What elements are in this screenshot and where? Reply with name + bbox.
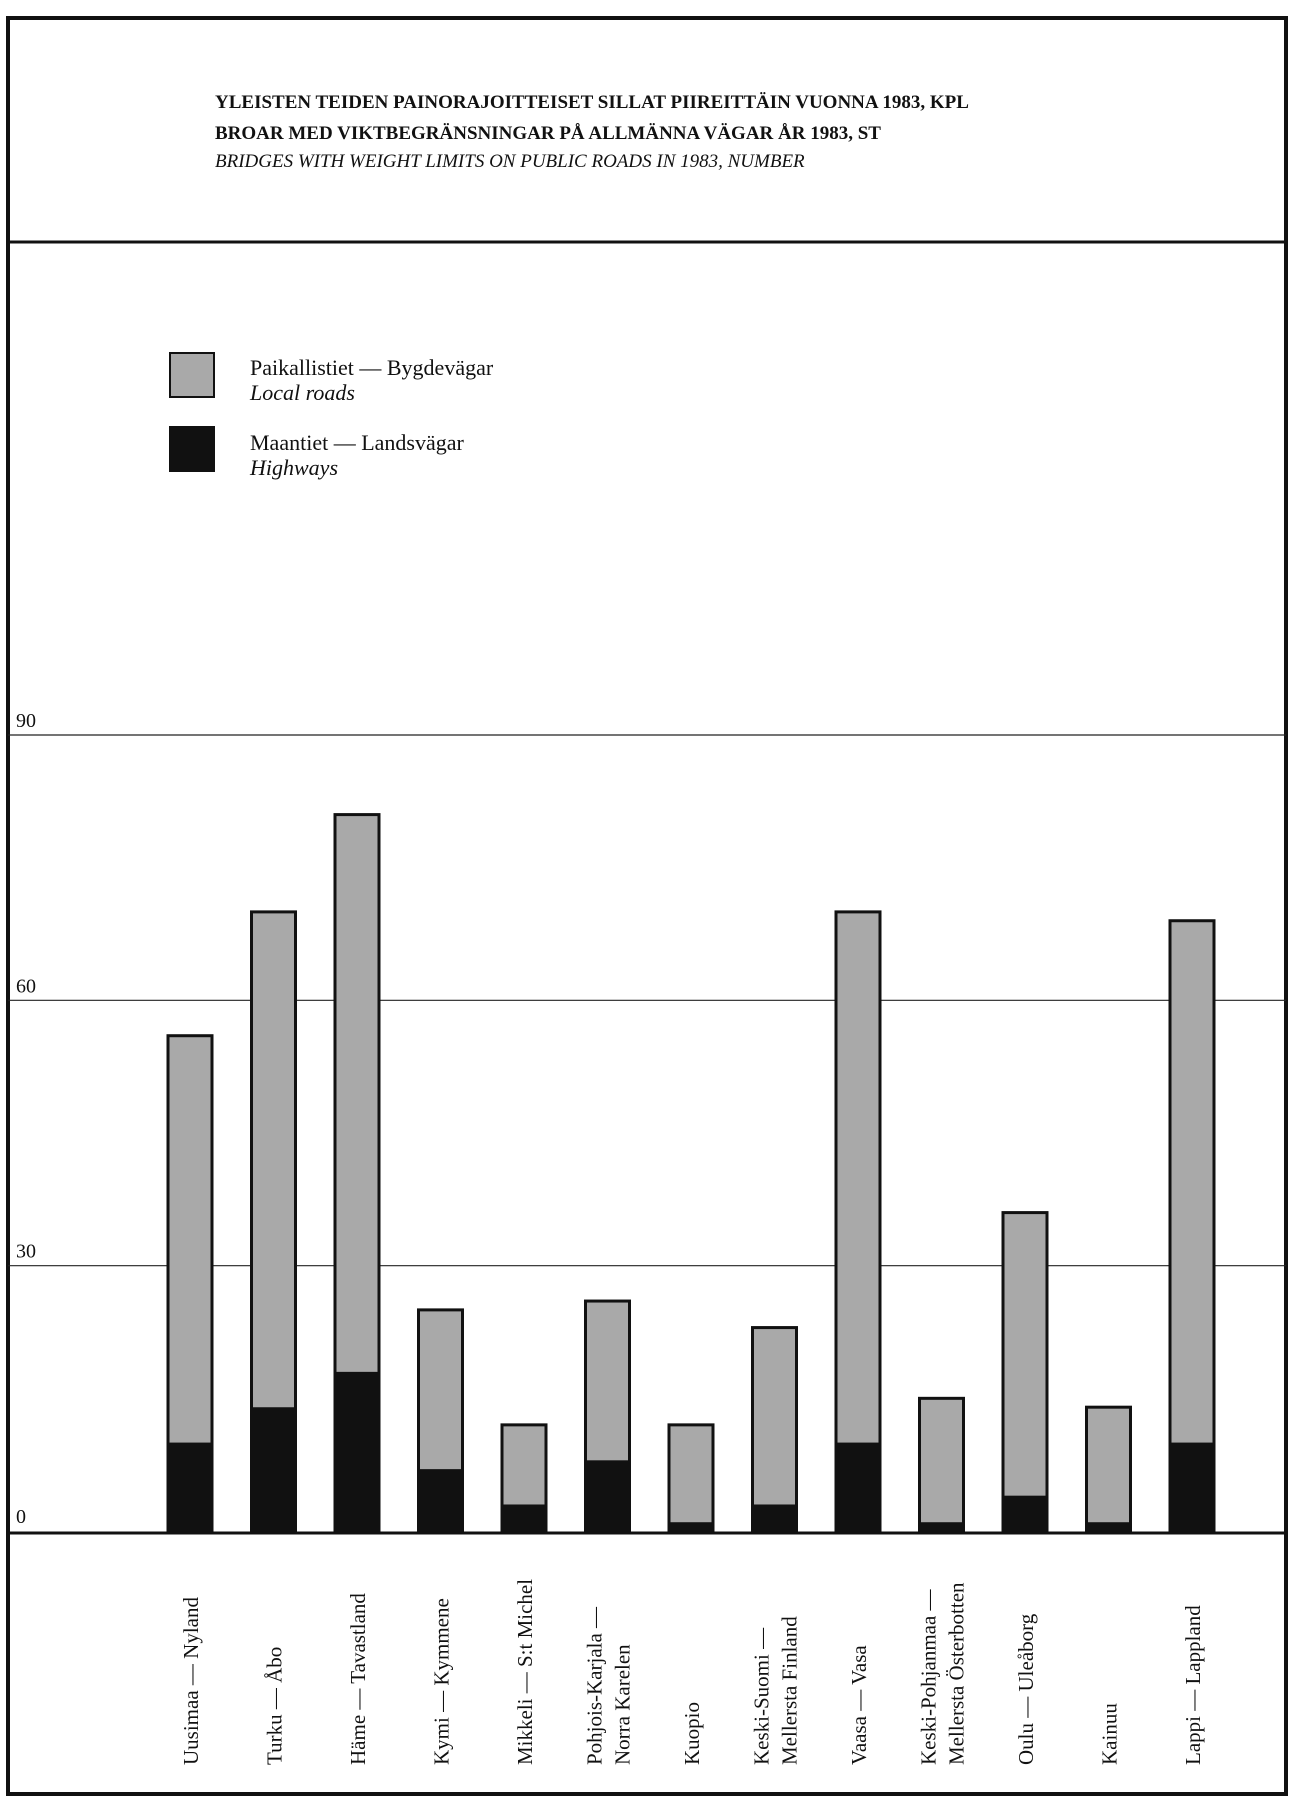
bar-outline bbox=[751, 1326, 798, 1533]
bar-highways bbox=[752, 1504, 797, 1531]
category-labels: Uusimaa — Nyland Turku — Åbo Häme — Tavast… bbox=[179, 1579, 1205, 1765]
category-label: Mikkeli — S:t Michel bbox=[513, 1579, 537, 1765]
bar-outline bbox=[667, 1423, 715, 1533]
bar-outline bbox=[918, 1396, 965, 1533]
chart-subtitle-en: BRIDGES WITH WEIGHT LIMITS ON PUBLIC ROA… bbox=[215, 151, 805, 172]
y-tick-label: 90 bbox=[16, 710, 36, 732]
bar-local-roads bbox=[1003, 1212, 1047, 1496]
bar-highways bbox=[1170, 1442, 1214, 1531]
legend-swatch-highways bbox=[169, 426, 215, 472]
bar-highways bbox=[836, 1442, 880, 1531]
bar-local-roads bbox=[919, 1398, 964, 1523]
legend-swatch-local-roads bbox=[169, 352, 215, 398]
bar-highways bbox=[1086, 1522, 1131, 1531]
bar-outline bbox=[250, 910, 297, 1533]
gridlines bbox=[8, 734, 1286, 1267]
bar-highways bbox=[919, 1522, 964, 1531]
bar-outline bbox=[1001, 1211, 1049, 1533]
bars bbox=[166, 813, 1216, 1533]
category-label: Vaasa — Vasa bbox=[847, 1645, 871, 1765]
y-tick-label: 0 bbox=[16, 1506, 26, 1528]
chart-title: YLEISTEN TEIDEN PAINORAJOITTEISET SILLAT… bbox=[215, 92, 969, 113]
bar-local-roads bbox=[752, 1327, 797, 1505]
legend: Paikallistiet — Bygdevägar Local roads M… bbox=[169, 352, 494, 480]
bar-outline bbox=[584, 1299, 631, 1533]
category-label: Keski-Suomi — bbox=[750, 1627, 774, 1765]
legend-label-highways: Maantiet — Landsvägar bbox=[250, 430, 464, 455]
bar-outline bbox=[333, 813, 381, 1533]
bar-local-roads bbox=[251, 911, 296, 1408]
bar-local-roads bbox=[669, 1424, 713, 1523]
category-label: Keski-Pohjanmaa — bbox=[917, 1588, 941, 1765]
category-label: Oulu — Uleåborg bbox=[1014, 1613, 1038, 1765]
category-label: Uusimaa — Nyland bbox=[179, 1597, 203, 1765]
category-label: Kuopio bbox=[680, 1702, 704, 1765]
category-label: Turku — Åbo bbox=[263, 1647, 287, 1765]
category-label: Mellersta Österbotten bbox=[945, 1582, 969, 1765]
bar-highways bbox=[418, 1469, 463, 1531]
bar-highways bbox=[251, 1407, 296, 1531]
outer-frame bbox=[6, 16, 1288, 1796]
category-label: Pohjois-Karjala — bbox=[583, 1606, 607, 1765]
y-tick-label: 60 bbox=[16, 975, 36, 997]
bar-outline bbox=[417, 1308, 464, 1533]
bar-highways bbox=[335, 1371, 379, 1531]
category-label: Häme — Tavastland bbox=[346, 1593, 370, 1765]
legend-label-highways-en: Highways bbox=[249, 455, 338, 480]
bar-local-roads bbox=[1086, 1407, 1131, 1523]
bar-local-roads bbox=[585, 1301, 630, 1461]
bar-highways bbox=[669, 1522, 713, 1531]
bar-local-roads bbox=[836, 911, 880, 1443]
y-axis-ticks: 0 30 60 90 bbox=[16, 710, 36, 1528]
bar-outline bbox=[1085, 1405, 1132, 1533]
bar-local-roads bbox=[1170, 920, 1214, 1443]
legend-label-local-roads: Paikallistiet — Bygdevägar bbox=[250, 355, 494, 380]
legend-label-local-roads-en: Local roads bbox=[249, 380, 355, 405]
y-tick-label: 30 bbox=[16, 1241, 36, 1263]
bar-highways bbox=[585, 1460, 630, 1531]
category-label: Norra Karelen bbox=[611, 1644, 635, 1765]
bar-highways bbox=[168, 1442, 212, 1531]
category-label: Kainuu bbox=[1098, 1703, 1122, 1765]
bar-outline bbox=[166, 1034, 214, 1533]
bar-outline bbox=[1168, 919, 1216, 1533]
bar-outline bbox=[834, 910, 882, 1533]
bar-local-roads bbox=[502, 1424, 546, 1505]
bar-highways bbox=[1003, 1495, 1047, 1531]
bar-highways bbox=[502, 1504, 546, 1531]
category-label: Mellersta Finland bbox=[778, 1616, 802, 1765]
bar-outline bbox=[500, 1423, 548, 1533]
category-label: Lappi — Lappland bbox=[1181, 1605, 1205, 1765]
bar-local-roads bbox=[418, 1309, 463, 1470]
category-label: Kymi — Kymmene bbox=[430, 1598, 454, 1765]
bar-local-roads bbox=[168, 1035, 212, 1443]
bar-local-roads bbox=[335, 814, 379, 1372]
chart-subtitle-sv: BROAR MED VIKTBEGRÄNSNINGAR PÅ ALLMÄNNA … bbox=[215, 123, 881, 144]
